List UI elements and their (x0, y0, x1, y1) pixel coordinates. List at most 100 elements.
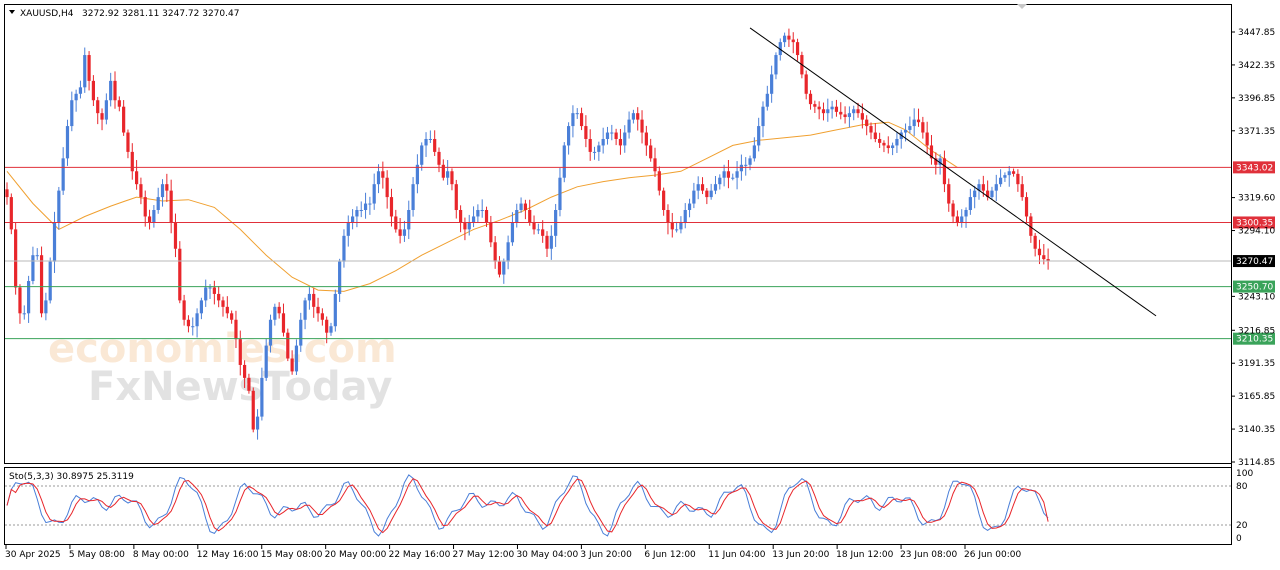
candle (91, 75, 95, 106)
current-price-tag (1233, 255, 1275, 268)
y-tick-label: 3422.35 (1238, 61, 1275, 71)
x-tick-label: 11 Jun 04:00 (708, 550, 765, 560)
candle (856, 102, 860, 118)
candle-body (532, 222, 536, 230)
candle-body (515, 210, 519, 223)
candle-body (195, 313, 199, 327)
candle (83, 47, 87, 93)
candle (705, 188, 709, 205)
candle (376, 164, 381, 194)
candle (977, 179, 981, 200)
candle (510, 212, 515, 246)
candle (173, 213, 178, 258)
candle-body (247, 377, 251, 391)
candle-body (731, 177, 735, 179)
trendline-group[interactable] (749, 27, 1157, 317)
candle (424, 132, 428, 157)
candle-body (91, 80, 95, 101)
candle-body (152, 210, 156, 223)
candle-body (493, 242, 497, 262)
candle-body (385, 177, 389, 198)
candle (821, 102, 826, 121)
candle (713, 175, 718, 195)
horizontal-levels[interactable]: 3343.02 3300.35 3250.70 3210.35 3270.47 (5, 161, 1275, 345)
candle-body (774, 55, 778, 75)
candle-body (217, 293, 221, 301)
candle (100, 108, 104, 131)
candle-body (843, 114, 847, 118)
y-tick-label: 3371.35 (1238, 127, 1275, 137)
candle-body (588, 138, 592, 152)
candle (372, 173, 376, 210)
trendline[interactable] (749, 27, 1157, 317)
candle-body (70, 100, 74, 127)
candle (255, 409, 260, 440)
candle (1007, 166, 1011, 187)
candle (351, 209, 355, 230)
candle (592, 146, 597, 160)
candle-body (135, 171, 139, 185)
candle (355, 206, 359, 228)
y-tick-label: 3191.35 (1238, 359, 1275, 369)
scroll-marker-icon[interactable] (1017, 4, 1027, 9)
candle (869, 122, 873, 140)
candle-body (891, 145, 895, 149)
candle-body (65, 126, 70, 159)
candle-body (428, 138, 432, 140)
candle-body (601, 138, 605, 146)
candle-body (225, 306, 229, 314)
candle-body (562, 145, 566, 178)
candle-body (351, 216, 355, 223)
candle-body (795, 42, 800, 56)
candle-body (683, 210, 687, 223)
candle-body (437, 151, 441, 165)
time-axis: 30 Apr 2025 5 May 08:00 8 May 00:00 12 May … (5, 545, 1021, 560)
candle-body (355, 210, 359, 217)
candle-body (662, 190, 666, 211)
candle (338, 258, 342, 302)
candle-body (325, 319, 329, 333)
candle (709, 183, 713, 200)
candle (243, 360, 247, 388)
candle (601, 127, 605, 154)
candle (247, 373, 251, 394)
candle (1046, 248, 1050, 270)
candle (852, 105, 856, 121)
candle (618, 128, 623, 155)
level-tag-text: 3210.35 (1236, 335, 1273, 345)
candle-body (178, 248, 182, 301)
triangle-down-icon[interactable] (9, 10, 15, 14)
candle-body (359, 210, 363, 212)
candle (35, 248, 39, 260)
candle (27, 275, 31, 323)
candle (726, 159, 731, 189)
candle-body (147, 216, 152, 223)
y-tick-label: 3319.60 (1238, 194, 1275, 204)
candle (178, 241, 182, 304)
x-tick-label: 23 Jun 08:00 (900, 550, 957, 560)
candle (532, 215, 536, 235)
candle (303, 297, 307, 330)
candle (662, 187, 666, 216)
candle (921, 116, 925, 139)
candle (515, 203, 519, 228)
candle (523, 199, 527, 220)
candle (5, 182, 9, 205)
candle-body (675, 229, 679, 231)
candle-body (52, 222, 57, 262)
x-tick-label: 30 Apr 2025 (5, 550, 61, 560)
candle-body (960, 216, 964, 223)
candle (268, 314, 273, 353)
candle (497, 256, 502, 278)
candle-body (826, 109, 830, 114)
candle-body (765, 93, 769, 107)
candle (363, 192, 368, 219)
candle-body (208, 287, 212, 289)
candle-body (860, 113, 864, 120)
chart-header[interactable]: XAUUSD,H4 3272.92 3281.11 3247.72 3270.4… (9, 9, 239, 19)
candle (238, 330, 242, 376)
candle (787, 28, 791, 47)
candle (610, 124, 614, 141)
candle (398, 217, 402, 244)
